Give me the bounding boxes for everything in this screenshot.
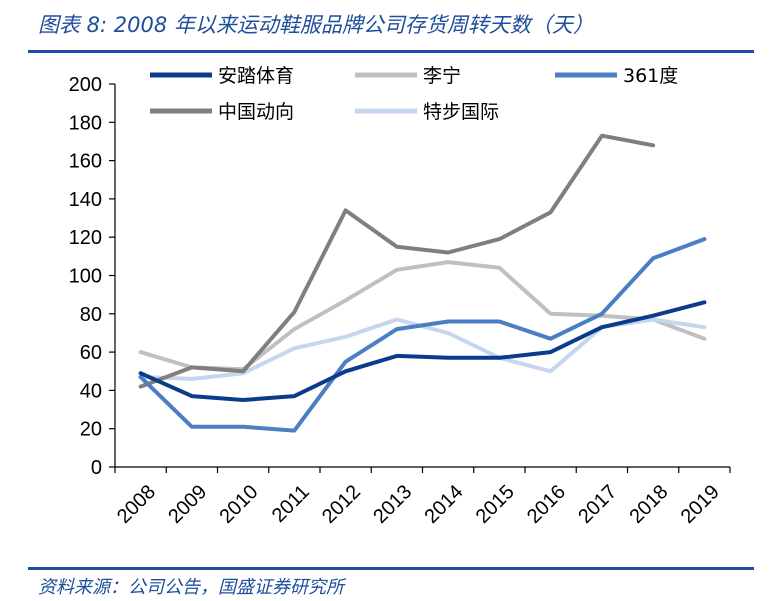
series-line-4 (138, 133, 656, 389)
x-tick-label: 2009 (164, 481, 211, 528)
x-tick-label: 2017 (574, 481, 621, 528)
series-line-3 (138, 237, 707, 433)
y-tick-label: 100 (69, 266, 102, 288)
source-rule (28, 567, 754, 570)
series-line-1 (138, 300, 707, 402)
y-tick-label: 20 (80, 419, 102, 441)
legend-label: 361度 (623, 65, 678, 87)
chart-title: 图表 8: 2008 年以来运动鞋服品牌公司存货周转天数（天） (38, 13, 594, 37)
y-tick-label: 120 (69, 227, 102, 249)
series-layer (138, 133, 707, 433)
x-tick-label: 2013 (369, 481, 416, 528)
series-line-2 (138, 260, 707, 372)
x-tick-label: 2019 (677, 481, 724, 528)
y-tick-label: 160 (69, 151, 102, 173)
y-tick-label: 40 (80, 380, 102, 402)
y-tick-label: 200 (69, 74, 102, 96)
x-tick-label: 2015 (472, 481, 519, 528)
x-tick-label: 2011 (268, 481, 314, 527)
x-tick-label: 2012 (318, 481, 365, 528)
y-tick-label: 80 (80, 304, 102, 326)
title-rule (28, 50, 754, 53)
x-tick-label: 2014 (421, 481, 468, 528)
x-tick-label: 2016 (523, 481, 570, 528)
x-tick-label: 2008 (113, 481, 160, 528)
y-tick-label: 60 (80, 342, 102, 364)
y-tick-label: 0 (91, 457, 102, 479)
legend-label: 特步国际 (423, 101, 499, 123)
x-tick-label: 2010 (216, 481, 263, 528)
source-note: 资料来源：公司公告，国盛证券研究所 (38, 577, 344, 598)
y-tick-label: 180 (69, 112, 102, 134)
y-tick-label: 140 (69, 189, 102, 211)
legend-label: 李宁 (423, 65, 461, 87)
legend-label: 中国动向 (218, 101, 294, 123)
legend-label: 安踏体育 (218, 65, 294, 87)
x-tick-label: 2018 (626, 481, 673, 528)
